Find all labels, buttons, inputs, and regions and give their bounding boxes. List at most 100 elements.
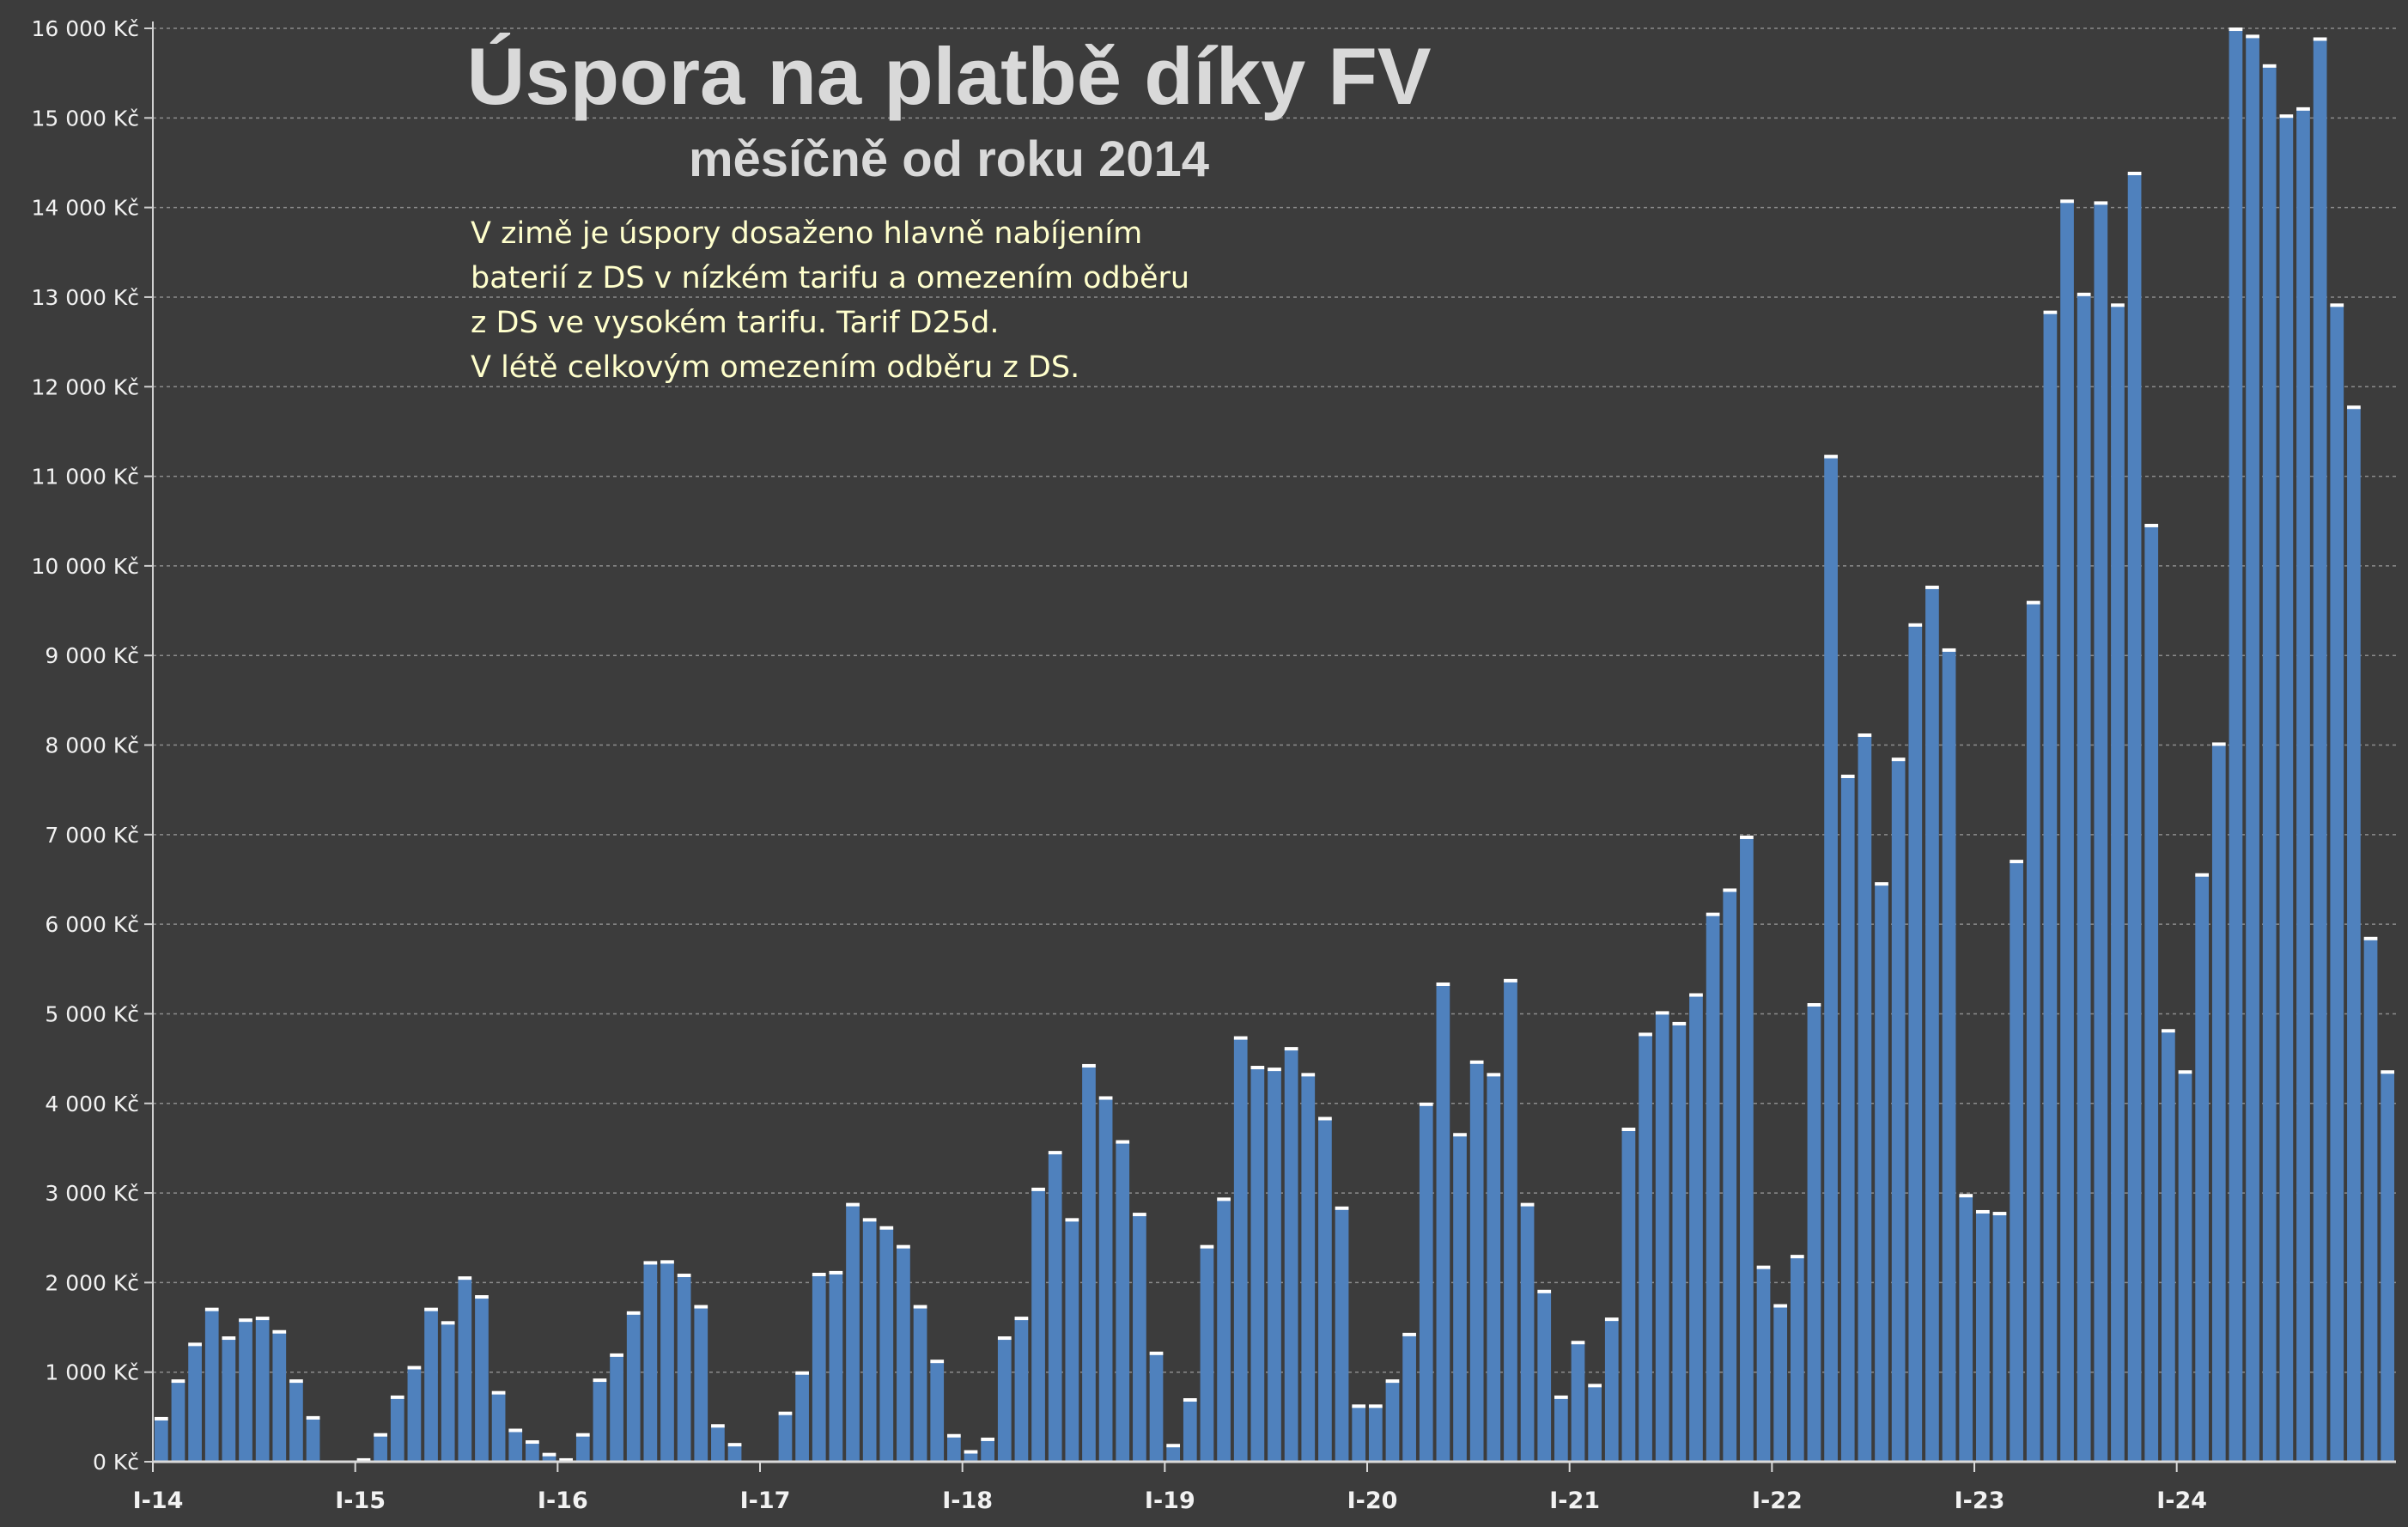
bar-cap bbox=[1469, 1060, 1484, 1064]
bar-cap bbox=[441, 1321, 455, 1325]
chart-bar bbox=[1098, 1098, 1113, 1462]
chart-bar bbox=[1942, 649, 1956, 1462]
chart-bar bbox=[2111, 305, 2125, 1462]
bar-cap bbox=[491, 1390, 506, 1395]
chart-bar bbox=[1773, 1305, 1788, 1462]
bar-cap bbox=[2060, 199, 2074, 204]
bar-cap bbox=[2026, 600, 2040, 605]
chart-bar bbox=[407, 1367, 422, 1462]
bar-cap bbox=[1268, 1068, 1281, 1072]
chart-bar bbox=[1048, 1153, 1062, 1462]
chart-bar bbox=[1975, 1211, 1990, 1462]
bar-cap bbox=[2077, 292, 2091, 296]
bar-cap bbox=[2296, 106, 2310, 111]
bar-cap bbox=[660, 1260, 674, 1264]
chart-bar bbox=[2144, 525, 2159, 1463]
chart-bar bbox=[795, 1372, 809, 1462]
chart-bar bbox=[812, 1274, 826, 1462]
bar-cap bbox=[1621, 1128, 1636, 1132]
bar-cap bbox=[2043, 310, 2058, 314]
chart-bar bbox=[913, 1306, 927, 1462]
bar-cap bbox=[1858, 733, 1872, 738]
bar-cap bbox=[694, 1305, 708, 1309]
y-tick-label: 12 000 Kč bbox=[31, 374, 139, 399]
chart-bar bbox=[204, 1309, 219, 1462]
chart-bar bbox=[1402, 1334, 1416, 1462]
chart-bar bbox=[255, 1318, 270, 1462]
chart-bar bbox=[879, 1227, 894, 1462]
bar-cap bbox=[1149, 1351, 1164, 1355]
chart-bar bbox=[1217, 1199, 1231, 1462]
bar-cap bbox=[575, 1433, 590, 1437]
y-tick-label: 14 000 Kč bbox=[31, 196, 139, 221]
bar-cap bbox=[1689, 993, 1703, 997]
bar-cap bbox=[356, 1457, 371, 1462]
chart-bar bbox=[1807, 1005, 1821, 1462]
chart-bar bbox=[1908, 624, 1923, 1462]
bar-cap bbox=[1588, 1384, 1602, 1388]
bar-cap bbox=[1284, 1047, 1298, 1051]
chart-bar bbox=[1014, 1318, 1029, 1462]
chart-bar bbox=[947, 1435, 961, 1462]
chart-bar bbox=[1250, 1068, 1265, 1462]
bar-cap bbox=[1436, 983, 1450, 987]
chart-bar bbox=[2330, 305, 2344, 1462]
chart-bar bbox=[1790, 1256, 1804, 1462]
bar-cap bbox=[2381, 1070, 2395, 1074]
bar-cap bbox=[997, 1336, 1012, 1341]
x-tick-label: I-23 bbox=[1955, 1487, 2005, 1514]
bar-cap bbox=[1520, 1202, 1535, 1207]
bar-cap bbox=[1790, 1255, 1804, 1259]
chart-bar bbox=[575, 1434, 590, 1462]
bar-cap bbox=[2279, 114, 2294, 119]
chart-bar bbox=[1268, 1069, 1281, 1462]
bar-cap bbox=[559, 1457, 574, 1462]
chart-bar bbox=[1992, 1214, 2007, 1462]
chart-bar bbox=[1301, 1074, 1316, 1462]
chart-bar bbox=[981, 1439, 994, 1462]
bar-cap bbox=[2211, 742, 2226, 746]
bar-cap bbox=[930, 1360, 945, 1364]
bar-cap bbox=[255, 1317, 270, 1321]
chart-bar bbox=[2347, 407, 2361, 1462]
chart-bar bbox=[1183, 1400, 1197, 1462]
chart-bar bbox=[2127, 173, 2142, 1463]
chart-bar bbox=[441, 1323, 455, 1462]
bar-cap bbox=[1233, 1036, 1248, 1040]
chart-bar bbox=[289, 1381, 303, 1462]
chart-bar bbox=[1133, 1214, 1146, 1462]
chart-bar bbox=[694, 1306, 708, 1462]
x-tick-label: I-18 bbox=[942, 1487, 993, 1514]
chart-bar bbox=[2296, 108, 2310, 1463]
bar-cap bbox=[2347, 405, 2361, 410]
chart-bar bbox=[711, 1426, 725, 1462]
bar-cap bbox=[239, 1318, 252, 1323]
chart-bar bbox=[2211, 744, 2226, 1462]
bar-cap bbox=[1975, 1209, 1990, 1214]
chart-bar bbox=[846, 1204, 860, 1462]
bar-cap bbox=[2363, 936, 2378, 940]
bar-cap bbox=[188, 1342, 202, 1347]
bar-cap bbox=[1116, 1140, 1130, 1144]
y-tick-label: 1 000 Kč bbox=[45, 1360, 139, 1385]
x-tick-label: I-15 bbox=[335, 1487, 386, 1514]
chart-bar bbox=[593, 1380, 607, 1462]
chart-bar bbox=[1571, 1342, 1585, 1462]
bar-cap bbox=[1250, 1066, 1265, 1070]
y-tick-label: 5 000 Kč bbox=[45, 1001, 139, 1026]
chart-bar bbox=[1419, 1104, 1433, 1462]
chart-bar bbox=[390, 1396, 404, 1462]
bar-cap bbox=[1368, 1404, 1383, 1408]
chart-bar bbox=[778, 1413, 793, 1462]
bar-cap bbox=[913, 1305, 927, 1309]
chart-bar bbox=[1166, 1445, 1181, 1462]
chart-bar bbox=[1655, 1013, 1669, 1462]
chart-bar bbox=[897, 1246, 910, 1462]
chart-bar bbox=[1082, 1065, 1096, 1462]
chart-bar bbox=[2262, 65, 2277, 1462]
bar-cap bbox=[154, 1416, 168, 1421]
bar-cap bbox=[626, 1311, 641, 1315]
chart-bar bbox=[2162, 1031, 2175, 1462]
chart-bar bbox=[2229, 29, 2243, 1463]
